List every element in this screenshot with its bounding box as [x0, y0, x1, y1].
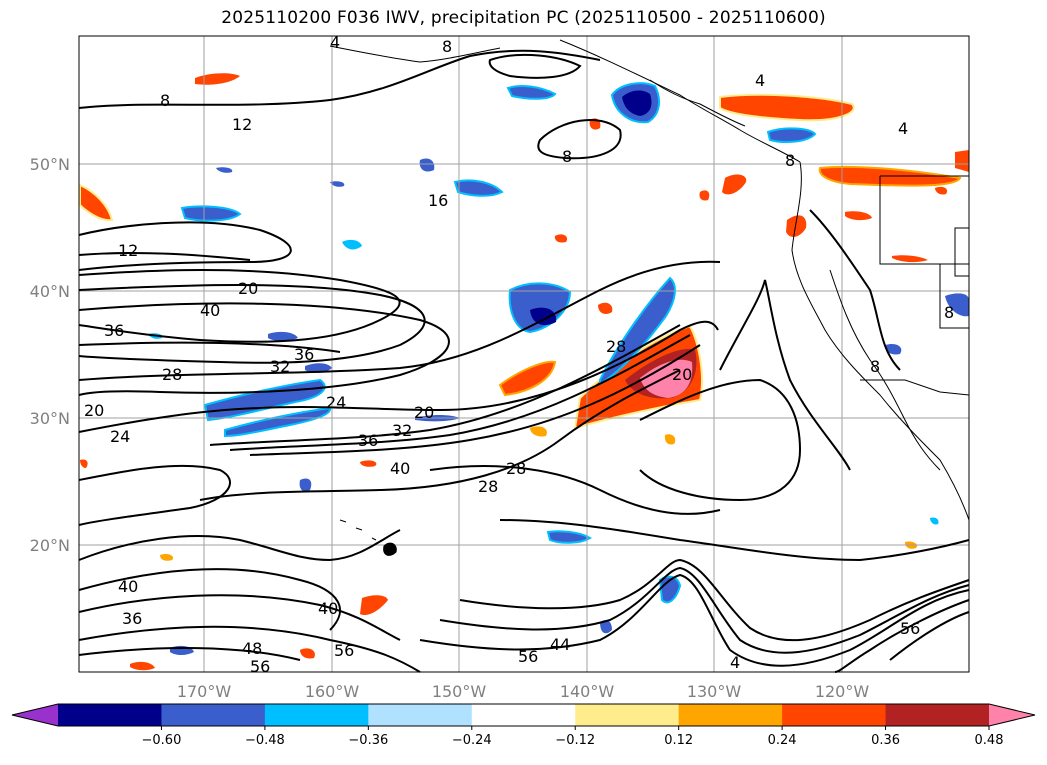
contour-label: 40: [318, 599, 338, 618]
colorbar-tick-label: −0.48: [245, 733, 285, 748]
contour-label: 44: [550, 635, 570, 654]
contour-label: 20: [238, 279, 258, 298]
colorbar-segment: [368, 704, 473, 726]
contour-label: 12: [118, 241, 138, 260]
colorbar-segment: [678, 704, 783, 726]
contour-label: 40: [118, 577, 138, 596]
contour-label: 28: [478, 477, 498, 496]
contour-label: 32: [270, 357, 290, 376]
lat-label: 30°N: [30, 409, 70, 428]
colorbar-outline: [11, 703, 1036, 727]
colorbar-tick-label: 0.48: [975, 733, 1004, 748]
contour-label: 56: [518, 647, 538, 666]
colorbar-tick-label: −0.24: [452, 733, 492, 748]
contour-label: 16: [428, 191, 448, 210]
contour-label: 56: [250, 657, 270, 676]
contour-label: 36: [122, 609, 142, 628]
map-plot-area: [79, 36, 969, 672]
colorbar-tick-label: −0.12: [555, 733, 595, 748]
colorbar-tick-label: 0.24: [768, 733, 797, 748]
contour-label: 8: [944, 303, 954, 322]
lon-label: 120°W: [815, 682, 870, 701]
lon-label: 130°W: [687, 682, 742, 701]
precip-positive-patches: [79, 73, 969, 671]
contour-label: 36: [104, 321, 124, 340]
map-frame: [78, 35, 970, 673]
contour-label: 20: [672, 365, 692, 384]
contour-label: 36: [358, 431, 378, 450]
contour-label: 20: [414, 403, 434, 422]
colorbar-segment: [575, 704, 680, 726]
contour-label: 56: [900, 619, 920, 638]
contour-label: 20: [84, 401, 104, 420]
contour-label: 40: [200, 301, 220, 320]
contour-label: 8: [785, 151, 795, 170]
contour-label-layer: 4 8 8 12 8 4 8 16 12 20 40 36 36 32 28 2…: [84, 33, 954, 676]
iwv-contours: [78, 49, 970, 673]
contour-label: 24: [326, 393, 346, 412]
longitude-labels: 170°W 160°W 150°W 140°W 130°W 120°W: [177, 682, 870, 701]
colorbar-segment: [161, 704, 266, 726]
contour-label: 48: [242, 639, 262, 658]
colorbar-tick-label: 0.12: [664, 733, 693, 748]
contour-label: 32: [392, 421, 412, 440]
colorbar-tick-label: 0.36: [871, 733, 900, 748]
colorbar-extend-low: [12, 704, 58, 726]
contour-label: 40: [390, 459, 410, 478]
lon-label: 140°W: [560, 682, 615, 701]
contour-label: 8: [562, 147, 572, 166]
colorbar-segment: [58, 704, 162, 726]
contour-label: 56: [334, 641, 354, 660]
contour-label: 8: [160, 91, 170, 110]
lon-label: 170°W: [177, 682, 232, 701]
contour-label: 4: [330, 33, 340, 52]
contour-label: 12: [232, 115, 252, 134]
lat-label: 50°N: [30, 155, 70, 174]
colorbar-segment: [264, 704, 369, 726]
map-title: 2025110200 F036 IWV, precipitation PC (2…: [221, 8, 826, 28]
colorbar-segment: [782, 704, 887, 726]
lat-label: 20°N: [30, 536, 70, 555]
contour-label: 8: [442, 37, 452, 56]
contour-label: 28: [606, 337, 626, 356]
colorbar-segment: [885, 704, 990, 726]
colorbar-tick-label: −0.60: [142, 733, 182, 748]
contour-label: 28: [162, 365, 182, 384]
graticule: [79, 36, 969, 672]
contour-label: 28: [506, 459, 526, 478]
contour-label: 4: [898, 119, 908, 138]
contour-label: 24: [110, 427, 130, 446]
contour-label: 8: [870, 357, 880, 376]
contour-label: 36: [294, 345, 314, 364]
latitude-labels: 50°N 40°N 30°N 20°N: [30, 155, 70, 555]
lat-label: 40°N: [30, 282, 70, 301]
lon-label: 160°W: [305, 682, 360, 701]
contour-label: 4: [730, 653, 740, 672]
contour-label: 4: [755, 71, 765, 90]
colorbar-extend-high: [989, 704, 1035, 726]
lon-label: 150°W: [432, 682, 487, 701]
colorbar-tick-label: −0.36: [348, 733, 388, 748]
colorbar-segment: [471, 704, 576, 726]
colorbar: −0.60 −0.48 −0.36 −0.24 −0.12 0.12 0.24 0.36 0.4…: [11, 703, 1036, 748]
